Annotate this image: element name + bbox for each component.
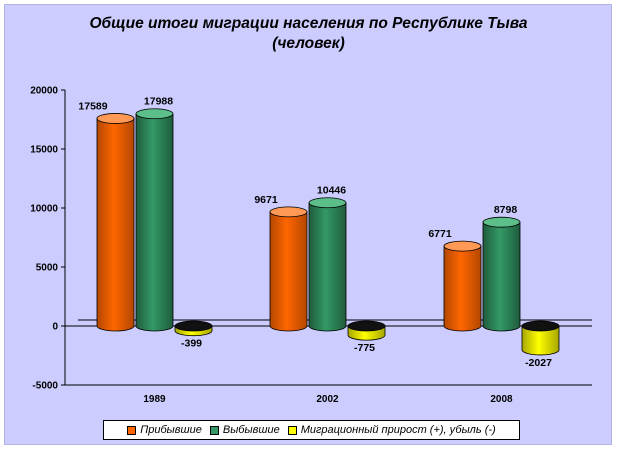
- bar-arrivals-2002-body: [269, 211, 308, 332]
- bar-departures-2002-body: [308, 202, 347, 332]
- bar-departures-2008-label: 8798: [494, 204, 518, 216]
- bar-arrivals-2002-cap: [269, 206, 308, 218]
- bar-net-migration-2008-cap: [521, 320, 560, 332]
- bar-departures-2002-cap: [308, 197, 347, 209]
- legend-item-departures: Выбывшие: [209, 424, 280, 436]
- bar-departures-2008-body: [482, 221, 521, 332]
- bar-arrivals-2008-cap: [443, 240, 482, 252]
- legend-label-departures: Выбывшие: [222, 424, 280, 436]
- bar-arrivals-2008-label: 6771: [428, 228, 452, 240]
- y-tick-label: -5000: [32, 381, 58, 392]
- bar-net-migration-1989-label: -399: [181, 338, 202, 350]
- y-tick-label: 5000: [36, 263, 59, 274]
- chart-title: Общие итоги миграции населения по Респуб…: [0, 14, 617, 54]
- bar-arrivals-1989-label: 17589: [78, 100, 107, 112]
- x-tick-label: 2002: [316, 394, 339, 405]
- bar-net-migration-2002-label: -775: [354, 342, 375, 354]
- bar-arrivals-1989-cap: [96, 113, 135, 124]
- bar-net-migration-2008-body: [521, 325, 560, 356]
- chart-title-line-2: (человек): [272, 35, 345, 52]
- legend-item-arrivals: Прибывшие: [127, 424, 202, 436]
- legend-swatch-net-migration: [287, 425, 297, 435]
- bar-arrivals-2008-body: [443, 245, 482, 332]
- legend-swatch-departures: [209, 425, 219, 435]
- bar-departures-1989-body: [135, 113, 174, 332]
- bar-departures-1989-cap: [135, 108, 174, 120]
- y-tick-label: 20000: [30, 86, 58, 97]
- legend-label-net-migration: Миграционный прирост (+), убыль (-): [300, 424, 496, 436]
- y-tick-label: 0: [52, 322, 58, 333]
- bar-arrivals-2002-label: 9671: [254, 194, 278, 206]
- x-tick-label: 2008: [490, 394, 513, 405]
- y-tick-label: 10000: [30, 204, 58, 215]
- legend-swatch-arrivals: [127, 425, 137, 435]
- legend-label-arrivals: Прибывшие: [140, 424, 202, 436]
- bar-net-migration-2002-cap: [347, 320, 386, 332]
- bar-departures-2008-cap: [482, 216, 521, 228]
- bar-net-migration-2008-label: -2027: [525, 357, 552, 369]
- bar-departures-2002-label: 10446: [317, 185, 346, 197]
- bar-departures-1989-label: 17988: [144, 96, 173, 108]
- legend: Прибывшие Выбывшие Миграционный прирост …: [103, 420, 520, 440]
- bar-arrivals-1989-body: [96, 118, 135, 332]
- y-tick-label: 15000: [30, 145, 58, 156]
- x-tick-label: 1989: [143, 394, 166, 405]
- bar-net-migration-1989-cap: [174, 320, 213, 332]
- chart-title-line-1: Общие итоги миграции населения по Респуб…: [89, 15, 528, 32]
- legend-item-net-migration: Миграционный прирост (+), убыль (-): [287, 424, 496, 436]
